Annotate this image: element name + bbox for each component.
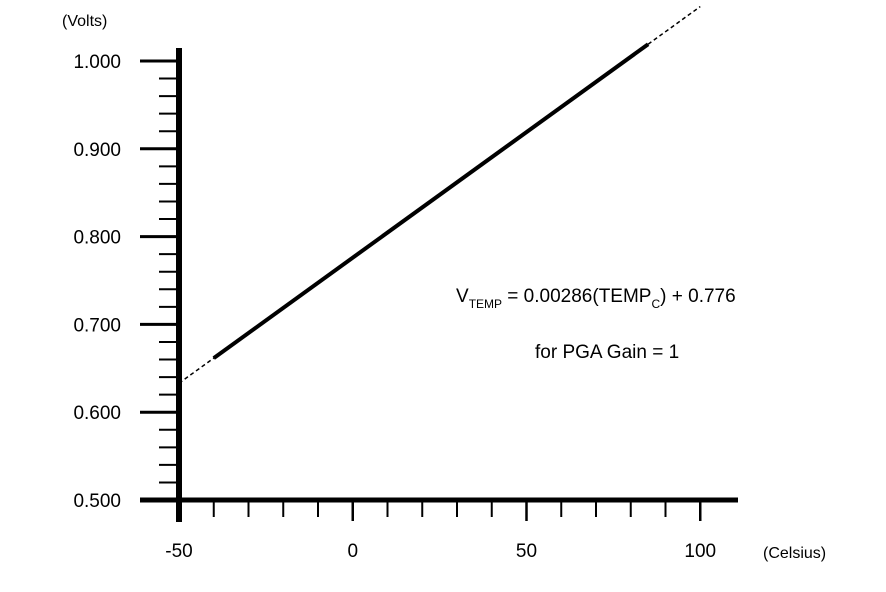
y-tick-label: 0.800 <box>73 228 121 249</box>
y-tick-label: 1.000 <box>73 52 121 73</box>
x-tick-label: 100 <box>684 541 716 562</box>
y-tick-label: 0.700 <box>73 315 121 336</box>
series-lines <box>178 5 701 384</box>
x-tick-label: 0 <box>347 541 358 562</box>
x-tick-label: 50 <box>516 541 537 562</box>
major-ticks <box>140 59 702 521</box>
vtemp-line <box>212 42 650 360</box>
x-tick-label: -50 <box>165 541 192 562</box>
equation-annotation: VTEMP = 0.00286(TEMPC) + 0.776 <box>456 286 736 311</box>
vtemp-extrapolation-line <box>178 357 215 384</box>
equation-end: ) + 0.776 <box>660 286 736 307</box>
vtemp-extrapolation-line <box>647 5 701 45</box>
y-tick-label: 0.600 <box>73 403 121 424</box>
equation-sub-c: C <box>651 297 660 311</box>
tick-labels: -50 0 50 100 0.500 0.600 0.700 0.800 0.900 1.000 <box>73 52 716 562</box>
y-tick-label: 0.500 <box>73 491 121 512</box>
equation-v: V <box>456 286 469 307</box>
minor-ticks <box>159 77 667 517</box>
y-tick-label: 0.900 <box>73 140 121 161</box>
equation-sub-temp: TEMP <box>469 297 502 311</box>
equation-mid: = 0.00286(TEMP <box>502 286 651 307</box>
gain-note: for PGA Gain = 1 <box>535 342 679 363</box>
x-axis-unit: (Celsius) <box>763 545 826 562</box>
y-axis-unit: (Volts) <box>62 13 107 30</box>
